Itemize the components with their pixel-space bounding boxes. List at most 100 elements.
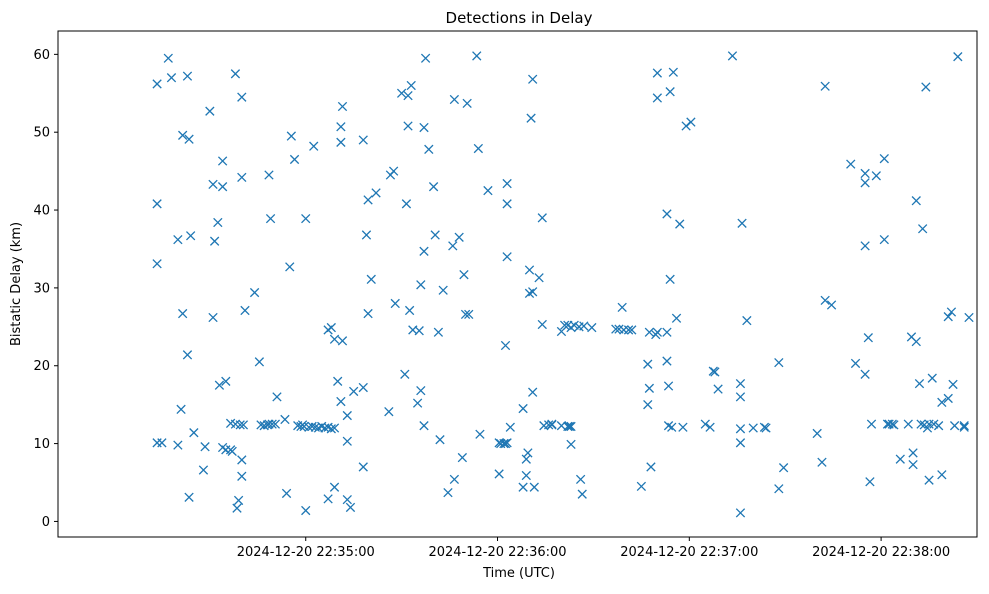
data-point: [240, 305, 250, 316]
data-point: [428, 182, 439, 192]
data-point: [662, 327, 672, 337]
data-point: [301, 505, 311, 516]
data-point: [500, 340, 511, 351]
data-point: [448, 241, 458, 251]
data-point: [301, 213, 311, 224]
x-axis-ticks: 2024-12-20 22:35:00 2024-12-20 22:36:00 20…: [237, 537, 950, 560]
data-point: [528, 387, 538, 397]
data-point: [459, 269, 469, 280]
data-point: [921, 82, 931, 92]
data-point: [384, 407, 394, 417]
data-point: [475, 429, 485, 439]
data-point: [433, 327, 444, 337]
data-point: [342, 494, 352, 505]
data-point: [401, 199, 412, 209]
data-point: [412, 398, 423, 408]
data-point: [537, 319, 547, 330]
data-point: [280, 414, 290, 425]
data-points: [152, 51, 974, 518]
data-point: [566, 421, 576, 432]
data-point: [185, 231, 196, 241]
data-point: [927, 373, 937, 383]
data-point: [462, 98, 472, 109]
data-point: [502, 178, 512, 189]
data-point: [178, 130, 188, 140]
data-point: [329, 423, 340, 433]
data-point: [937, 470, 947, 480]
data-point: [865, 477, 875, 487]
data-point: [406, 80, 416, 91]
data-point: [524, 265, 535, 275]
data-point: [336, 137, 346, 147]
data-point: [917, 224, 928, 234]
data-point: [526, 113, 536, 123]
data-point: [416, 385, 426, 396]
data-point: [959, 421, 969, 431]
data-point: [742, 315, 752, 326]
data-point: [577, 489, 587, 499]
data-point: [289, 154, 300, 165]
data-point: [483, 185, 493, 196]
data-point: [949, 421, 960, 431]
data-point: [735, 424, 746, 434]
x-tick-label: 2024-12-20 22:38:00: [812, 545, 950, 560]
y-tick-label: 40: [33, 204, 50, 219]
data-point: [460, 309, 471, 320]
data-point: [700, 419, 710, 429]
data-point: [895, 454, 905, 464]
data-point: [528, 287, 538, 297]
data-point: [454, 232, 464, 242]
data-point: [964, 312, 974, 323]
data-point: [286, 131, 297, 141]
data-point: [238, 420, 249, 430]
data-point: [189, 428, 199, 438]
data-point: [617, 302, 627, 313]
data-point: [214, 380, 225, 390]
data-point: [924, 475, 934, 485]
data-point: [358, 135, 368, 145]
data-point: [416, 280, 426, 290]
data-point: [937, 397, 947, 407]
data-point: [826, 300, 837, 310]
data-point: [326, 424, 336, 434]
data-point: [358, 462, 368, 472]
data-point: [537, 213, 547, 223]
data-point: [778, 463, 789, 473]
data-point: [166, 73, 177, 83]
data-point: [820, 81, 830, 91]
data-point: [232, 503, 242, 513]
data-point: [205, 106, 215, 116]
data-point: [270, 419, 281, 429]
data-point: [237, 92, 247, 102]
data-point: [575, 474, 586, 485]
data-point: [184, 492, 194, 502]
data-point: [953, 52, 963, 62]
data-point: [267, 419, 277, 429]
data-point: [157, 438, 167, 448]
data-point: [820, 295, 830, 306]
data-point: [523, 448, 533, 458]
data-point: [502, 199, 512, 209]
data-point: [309, 141, 319, 151]
data-point: [636, 481, 647, 492]
data-point: [860, 369, 870, 379]
plot-frame: [57, 30, 978, 538]
data-point: [400, 369, 410, 379]
data-point: [908, 459, 918, 470]
data-point: [643, 359, 653, 369]
data-point: [449, 474, 460, 485]
data-point: [735, 378, 746, 389]
data-point: [345, 502, 356, 513]
data-point: [420, 53, 431, 63]
data-point: [564, 421, 575, 432]
data-point: [908, 448, 918, 458]
data-point: [871, 171, 881, 181]
data-point: [518, 482, 528, 492]
data-point: [342, 410, 352, 421]
data-point: [449, 94, 460, 105]
data-point: [860, 168, 870, 179]
data-point: [173, 440, 183, 450]
data-point: [414, 326, 424, 336]
data-point: [213, 217, 223, 228]
data-point: [208, 179, 218, 190]
